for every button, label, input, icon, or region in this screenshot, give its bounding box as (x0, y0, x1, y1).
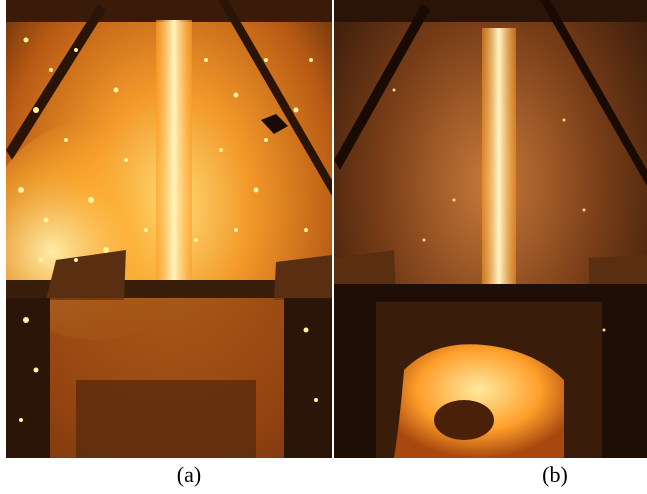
molten-pool-b (394, 344, 564, 458)
right-strut-b (540, 0, 647, 186)
sparks-a (18, 37, 318, 422)
top-frame-a (6, 0, 332, 22)
right-wall-a (284, 298, 332, 458)
caption-a: (a) (176, 462, 202, 487)
left-wall-b (334, 302, 376, 458)
photo-panel-b (334, 0, 647, 458)
left-strut-b (334, 4, 430, 170)
right-strut-a (218, 0, 332, 196)
metal-stream-b (482, 28, 516, 290)
caption-b: (b) (542, 462, 568, 487)
debris-chunk-a (261, 114, 288, 134)
pool-dark-patch-b (434, 400, 494, 440)
crossbeam-b (334, 284, 647, 302)
photo-a-image (6, 0, 332, 458)
left-strut-a (6, 4, 106, 160)
slag-lump-left-a (46, 250, 126, 300)
photo-b-image (334, 0, 647, 458)
slag-lump-right-a (274, 255, 332, 300)
right-wall-b (602, 302, 647, 458)
metal-stream-a (156, 20, 192, 282)
left-wall-a (6, 298, 50, 458)
sparks-b (392, 88, 606, 332)
top-frame-b (334, 0, 647, 22)
photo-panel-a (6, 0, 332, 458)
crucible-a (76, 380, 256, 458)
